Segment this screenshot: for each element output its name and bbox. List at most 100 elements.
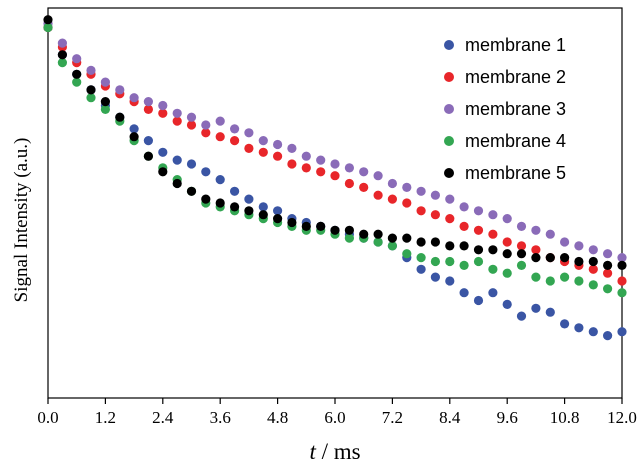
data-point [445, 194, 455, 204]
data-point [545, 276, 555, 286]
data-point [459, 288, 469, 298]
data-point [531, 272, 541, 282]
data-point [143, 104, 153, 114]
data-point [430, 237, 440, 247]
data-point [86, 93, 96, 103]
data-point [588, 256, 598, 267]
data-point [344, 233, 354, 243]
data-point [100, 77, 110, 87]
data-point [516, 249, 527, 259]
data-point [416, 264, 426, 274]
data-point [445, 214, 455, 224]
data-point [301, 151, 311, 161]
data-point [100, 97, 110, 107]
data-point [617, 276, 627, 286]
legend-label: membrane 5 [465, 163, 566, 183]
data-point [416, 253, 426, 263]
data-point [201, 128, 211, 138]
data-point [617, 288, 627, 298]
data-point [287, 143, 297, 153]
data-point [473, 225, 484, 235]
data-point [488, 245, 498, 255]
series-3 [43, 19, 627, 263]
data-point [531, 225, 541, 235]
data-point [603, 268, 613, 278]
data-point [359, 182, 369, 192]
data-point [531, 253, 541, 263]
data-point [459, 221, 469, 231]
data-point [172, 155, 182, 165]
data-point [273, 139, 283, 150]
data-point [244, 206, 254, 216]
data-point [545, 253, 555, 263]
legend-label: membrane 3 [465, 99, 566, 119]
data-point [158, 167, 168, 177]
data-point [560, 319, 570, 329]
data-point [287, 159, 297, 169]
x-tick-label: 2.4 [152, 408, 174, 427]
data-point [258, 136, 268, 146]
x-tick-label: 0.0 [37, 408, 58, 427]
data-point [86, 85, 96, 95]
x-tick-label: 3.6 [210, 408, 231, 427]
data-point [574, 256, 584, 267]
data-point [258, 210, 268, 220]
data-point [344, 163, 354, 173]
data-point [430, 210, 440, 220]
data-point [603, 260, 613, 270]
data-point [215, 198, 225, 208]
legend-marker [444, 72, 454, 82]
data-point [57, 50, 67, 60]
data-points [43, 15, 627, 341]
data-point [459, 241, 469, 251]
data-point [115, 85, 125, 95]
data-point [100, 104, 110, 114]
data-point [359, 229, 369, 239]
data-point [387, 194, 397, 204]
data-point [617, 327, 627, 337]
data-point [473, 206, 484, 216]
data-point [387, 241, 397, 251]
data-point [402, 249, 412, 259]
x-axis-label: t / ms [309, 439, 360, 464]
data-point [230, 202, 240, 212]
data-point [531, 245, 541, 255]
legend-label: membrane 1 [465, 35, 566, 55]
y-axis-label: Signal Intensity (a.u.) [11, 138, 32, 303]
data-point [330, 159, 340, 169]
data-point [215, 116, 225, 126]
data-point [86, 65, 96, 75]
data-point [459, 202, 469, 212]
data-point [502, 299, 512, 309]
data-point [516, 311, 527, 321]
x-tick-label: 10.8 [550, 408, 580, 427]
data-point [387, 233, 397, 243]
data-point [273, 206, 283, 216]
data-point [488, 264, 498, 274]
data-point [57, 58, 67, 68]
data-point [516, 241, 527, 251]
data-point [617, 253, 627, 263]
data-point [459, 260, 469, 270]
data-point [588, 264, 598, 274]
x-axis-label-variable: t [309, 439, 316, 464]
data-point [516, 260, 527, 270]
data-point [430, 272, 440, 282]
data-point [57, 38, 67, 48]
data-point [258, 147, 268, 157]
x-tick-label: 4.8 [267, 408, 288, 427]
data-point [215, 175, 225, 185]
series-5 [43, 15, 627, 270]
data-point [287, 217, 297, 228]
data-point [201, 120, 211, 130]
data-point [72, 77, 82, 87]
data-point [215, 132, 225, 142]
data-point [416, 237, 426, 247]
data-point [172, 108, 182, 118]
data-point [574, 276, 584, 286]
data-point [445, 256, 455, 267]
data-point [502, 237, 512, 247]
legend: membrane 1 membrane 2 membrane 3 membrane 4… [444, 35, 566, 183]
data-point [129, 132, 139, 142]
